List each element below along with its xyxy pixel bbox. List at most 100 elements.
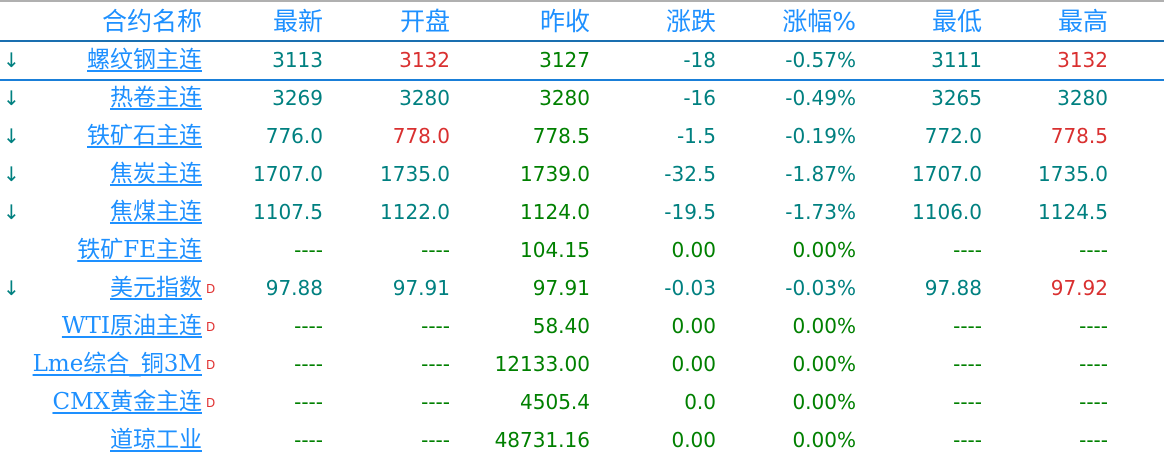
- header-change-pct[interactable]: 涨幅%: [782, 7, 856, 36]
- cell-change: 0.00: [671, 352, 716, 376]
- cell-change: 0.00: [671, 238, 716, 262]
- cell-low: 97.88: [924, 276, 982, 300]
- cell-open: 97.91: [392, 276, 450, 300]
- cell-change: -1.5: [676, 124, 716, 148]
- cell-open: ----: [421, 314, 450, 338]
- cell-change-pct: -0.49%: [785, 86, 856, 110]
- cell-low: 1106.0: [912, 200, 982, 224]
- cell-change-pct: -0.57%: [785, 48, 856, 72]
- cell-change: 0.0: [684, 390, 716, 414]
- cell-prev-close: 104.15: [520, 238, 590, 262]
- cell-latest: ----: [294, 390, 323, 414]
- cell-change-pct: -0.19%: [785, 124, 856, 148]
- cell-open: 1122.0: [380, 200, 450, 224]
- cell-open: ----: [421, 428, 450, 452]
- cell-low: 3111: [931, 48, 982, 72]
- cell-prev-close: 58.40: [532, 314, 590, 338]
- table-row[interactable]: 铁矿FE主连 ---- ---- 104.15 0.00 0.00% ---- ----: [0, 231, 1164, 269]
- cell-high: 3132: [1057, 48, 1108, 72]
- cell-latest: ----: [294, 314, 323, 338]
- cell-open: 3280: [399, 86, 450, 110]
- cell-change-pct: 0.00%: [792, 428, 856, 452]
- cell-latest: 97.88: [265, 276, 323, 300]
- table-row[interactable]: CMX黄金主连 D ---- ---- 4505.4 0.0 0.00% ---- ----: [0, 383, 1164, 421]
- cell-open: ----: [421, 390, 450, 414]
- contract-name-link[interactable]: CMX黄金主连: [52, 389, 202, 415]
- contract-name-link[interactable]: 焦煤主连: [110, 199, 202, 225]
- cell-change: 0.00: [671, 314, 716, 338]
- cell-change: -18: [683, 48, 716, 72]
- contract-name-link[interactable]: 焦炭主连: [110, 161, 202, 187]
- cell-low: ----: [953, 390, 982, 414]
- contract-name-link[interactable]: 铁矿FE主连: [77, 237, 202, 263]
- cell-prev-close: 778.5: [532, 124, 590, 148]
- cell-open: ----: [421, 352, 450, 376]
- delayed-marker: D: [206, 358, 216, 372]
- table-row[interactable]: 道琼工业 ---- ---- 48731.16 0.00 0.00% ---- ----: [0, 421, 1164, 459]
- cell-latest: 3269: [272, 86, 323, 110]
- cell-change: -0.03: [664, 276, 716, 300]
- cell-prev-close: 3127: [539, 48, 590, 72]
- table-row[interactable]: ↓ 热卷主连 3269 3280 3280 -16 -0.49% 3265 3280: [0, 79, 1164, 117]
- table-row[interactable]: Lme综合_铜3M D ---- ---- 12133.00 0.00 0.00% ---- -…: [0, 345, 1164, 383]
- cell-change-pct: -1.87%: [785, 162, 856, 186]
- cell-change: -32.5: [664, 162, 716, 186]
- cell-latest: ----: [294, 238, 323, 262]
- cell-latest: 776.0: [265, 124, 323, 148]
- cell-high: ----: [1079, 314, 1108, 338]
- header-low[interactable]: 最低: [931, 7, 982, 36]
- cell-low: ----: [953, 352, 982, 376]
- cell-high: 97.92: [1050, 276, 1108, 300]
- cell-low: 772.0: [924, 124, 982, 148]
- cell-low: ----: [953, 238, 982, 262]
- header-latest[interactable]: 最新: [272, 7, 323, 36]
- cell-open: ----: [421, 238, 450, 262]
- cell-prev-close: 12133.00: [494, 352, 590, 376]
- contract-name-link[interactable]: Lme综合_铜3M: [32, 351, 202, 377]
- cell-high: ----: [1079, 238, 1108, 262]
- cell-high: 1735.0: [1038, 162, 1108, 186]
- cell-prev-close: 1124.0: [520, 200, 590, 224]
- contract-name-link[interactable]: 螺纹钢主连: [87, 47, 202, 73]
- table-row[interactable]: ↓ 铁矿石主连 776.0 778.0 778.5 -1.5 -0.19% 772.0 778.…: [0, 117, 1164, 155]
- cell-change-pct: -1.73%: [785, 200, 856, 224]
- table-header: 合约名称 最新 开盘 昨收 涨跌 涨幅% 最低 最高: [0, 2, 1164, 42]
- delayed-marker: D: [206, 396, 216, 410]
- cell-low: ----: [953, 314, 982, 338]
- header-change[interactable]: 涨跌: [665, 7, 716, 36]
- cell-low: ----: [953, 428, 982, 452]
- cell-high: ----: [1079, 352, 1108, 376]
- table-row[interactable]: ↓ 螺纹钢主连 3113 3132 3127 -18 -0.57% 3111 3132: [0, 41, 1164, 81]
- contract-name-link[interactable]: 铁矿石主连: [87, 123, 202, 149]
- table-row[interactable]: ↓ 美元指数 D 97.88 97.91 97.91 -0.03 -0.03% 97.88 97.…: [0, 269, 1164, 307]
- down-arrow-icon: ↓: [3, 86, 20, 110]
- cell-high: 3280: [1057, 86, 1108, 110]
- cell-latest: 1707.0: [253, 162, 323, 186]
- header-high[interactable]: 最高: [1057, 7, 1108, 36]
- contract-name-link[interactable]: 热卷主连: [110, 85, 202, 111]
- contract-name-link[interactable]: WTI原油主连: [61, 313, 202, 339]
- cell-prev-close: 4505.4: [520, 390, 590, 414]
- contract-name-link[interactable]: 道琼工业: [110, 427, 202, 453]
- table-row[interactable]: WTI原油主连 D ---- ---- 58.40 0.00 0.00% ---- ----: [0, 307, 1164, 345]
- cell-open: 3132: [399, 48, 450, 72]
- cell-change: 0.00: [671, 428, 716, 452]
- cell-prev-close: 1739.0: [520, 162, 590, 186]
- contract-name-link[interactable]: 美元指数: [110, 275, 202, 301]
- down-arrow-icon: ↓: [3, 200, 20, 224]
- header-prev-close[interactable]: 昨收: [539, 7, 590, 36]
- cell-change: -19.5: [664, 200, 716, 224]
- table-row[interactable]: ↓ 焦炭主连 1707.0 1735.0 1739.0 -32.5 -1.87% 1707.0…: [0, 155, 1164, 193]
- header-open[interactable]: 开盘: [399, 7, 450, 36]
- down-arrow-icon: ↓: [3, 276, 20, 300]
- cell-change-pct: -0.03%: [785, 276, 856, 300]
- cell-open: 778.0: [392, 124, 450, 148]
- delayed-marker: D: [206, 320, 216, 334]
- table-row[interactable]: ↓ 焦煤主连 1107.5 1122.0 1124.0 -19.5 -1.73% 1106.0…: [0, 193, 1164, 231]
- down-arrow-icon: ↓: [3, 48, 20, 72]
- cell-change-pct: 0.00%: [792, 352, 856, 376]
- cell-change-pct: 0.00%: [792, 314, 856, 338]
- down-arrow-icon: ↓: [3, 162, 20, 186]
- header-name[interactable]: 合约名称: [101, 7, 202, 36]
- top-border: [0, 0, 1164, 2]
